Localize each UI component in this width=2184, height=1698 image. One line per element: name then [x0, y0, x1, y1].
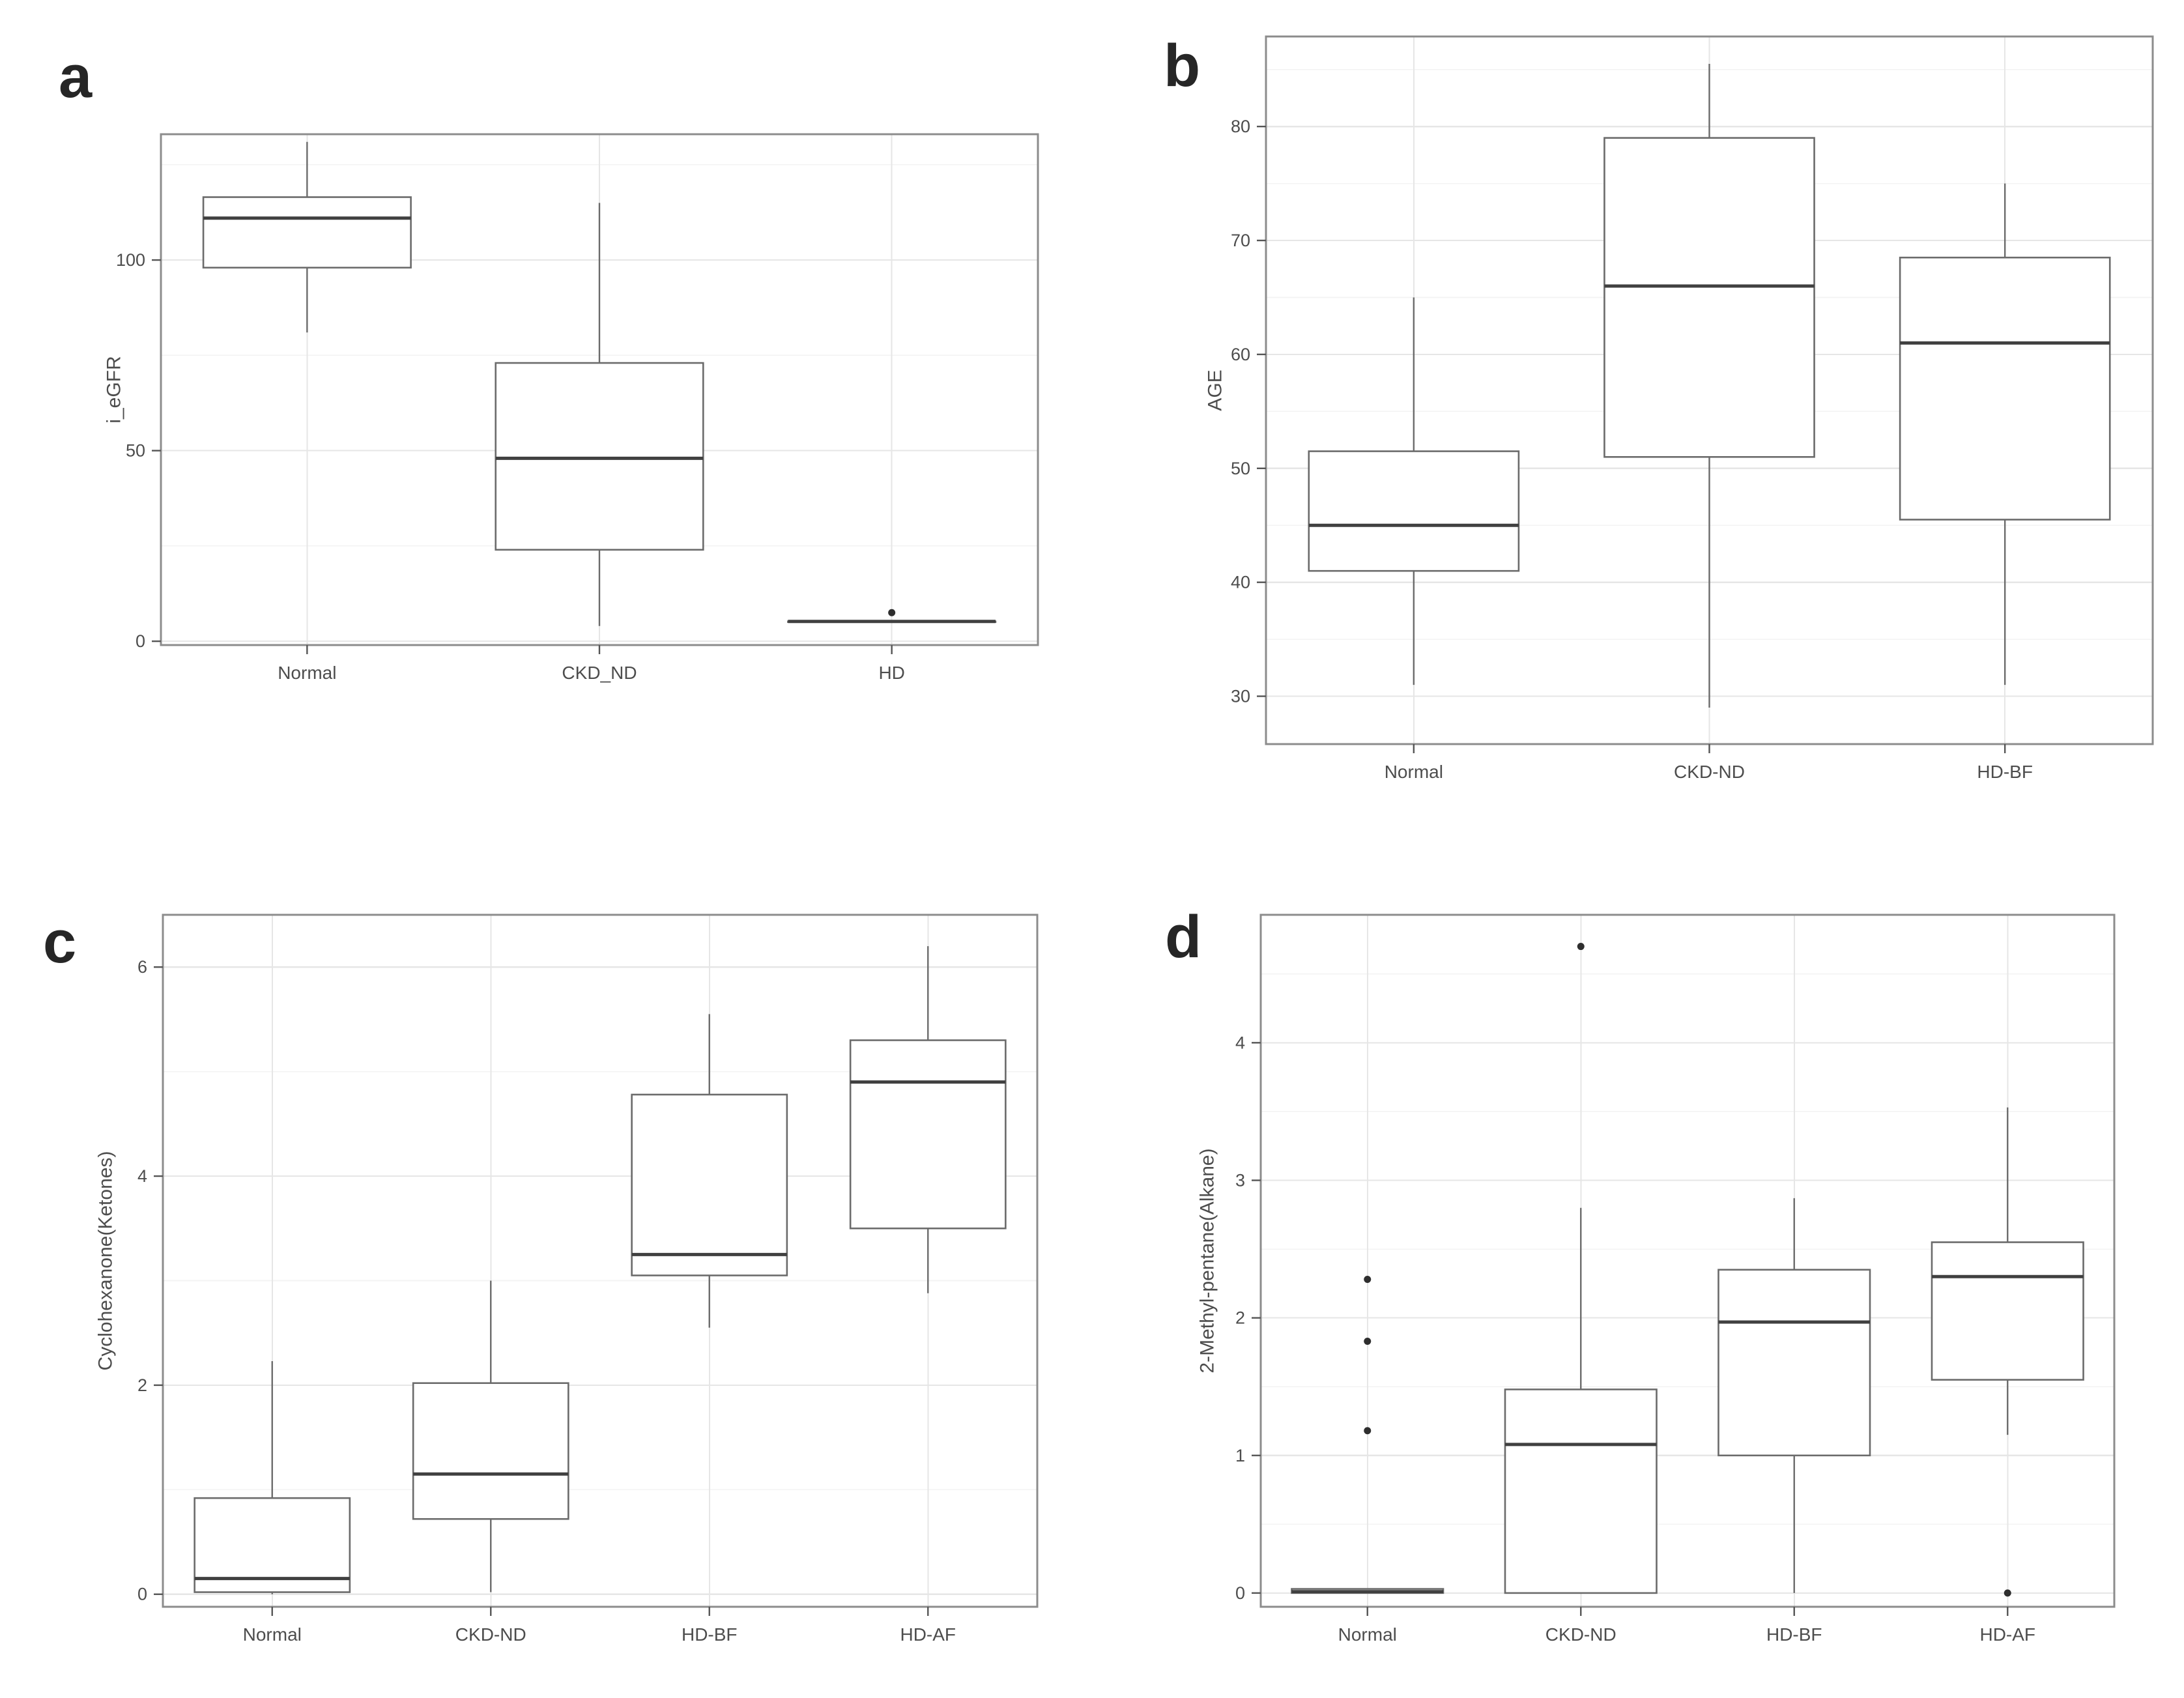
y-tick-label: 4 [137, 1166, 147, 1186]
iqr-box [1717, 1269, 1871, 1457]
outlier-dot [888, 609, 896, 616]
x-category-label: Normal [1385, 762, 1443, 782]
y-axis-title: Cyclohexanone(Ketones) [95, 1151, 117, 1371]
panel-border [162, 914, 1039, 1608]
y-tick-label: 4 [1235, 1033, 1245, 1052]
iqr-box [1931, 1241, 2084, 1381]
panel-border [1259, 914, 2116, 1608]
iqr-box [194, 1497, 351, 1593]
panel-d-boxplot-chart: 0 1 2 3 4 Normal CKD-ND HD-BF HD-AF 2-Methyl-pent… [1197, 914, 2116, 1645]
y-tick-label: 2 [1235, 1308, 1245, 1328]
y-axis-title: AGE [1205, 369, 1226, 410]
panel-letter-d: d [1165, 904, 1202, 970]
x-category-label: Normal [278, 663, 336, 683]
y-tick-label: 3 [1235, 1170, 1245, 1190]
iqr-box [1899, 256, 2111, 521]
iqr-box [495, 362, 704, 551]
panel-c-boxplot-chart: 0 2 4 6 Normal CKD-ND HD-BF HD-AF Cyclohexanone(… [95, 914, 1039, 1645]
x-category-label: CKD-ND [1674, 762, 1745, 782]
panel-letter-b: b [1164, 33, 1201, 99]
iqr-box [412, 1382, 569, 1520]
iqr-box [849, 1039, 1007, 1230]
x-category-label: HD-BF [1977, 762, 2033, 782]
y-tick-label: 1 [1235, 1446, 1245, 1465]
outlier-dot [2004, 1589, 2011, 1597]
outlier-dot [1577, 943, 1585, 951]
y-tick-label: 40 [1231, 573, 1250, 592]
iqr-box [1603, 137, 1815, 458]
x-category-label: CKD-ND [455, 1624, 526, 1645]
x-category-label: HD-AF [900, 1624, 956, 1645]
plot-background [163, 915, 1037, 1607]
y-tick-label: 0 [1235, 1583, 1245, 1603]
iqr-box [1308, 450, 1520, 572]
x-category-label: CKD-ND [1545, 1624, 1616, 1645]
x-category-label: CKD_ND [562, 663, 637, 683]
y-axis-title: i_eGFR [104, 356, 125, 423]
y-tick-label: 70 [1231, 231, 1250, 250]
y-tick-label: 80 [1231, 117, 1250, 136]
x-category-label: Normal [1338, 1624, 1397, 1645]
x-category-label: HD-AF [1979, 1624, 2035, 1645]
outlier-dot [1364, 1338, 1372, 1345]
outlier-dot [1364, 1427, 1372, 1435]
x-category-label: HD-BF [682, 1624, 738, 1645]
y-tick-label: 30 [1231, 687, 1250, 706]
panel-letter-a: a [59, 44, 93, 110]
panel-letter-c: c [43, 909, 77, 975]
x-category-label: HD [878, 663, 904, 683]
y-tick-label: 50 [126, 441, 145, 461]
iqr-box [631, 1093, 788, 1276]
y-axis-title: 2-Methyl-pentane(Alkane) [1197, 1148, 1218, 1373]
panel-b-boxplot-chart: 30 40 50 60 70 80 Normal CKD-ND HD-BF AGE [1205, 35, 2154, 782]
outlier-dot [1364, 1276, 1372, 1284]
x-category-label: Normal [243, 1624, 302, 1645]
iqr-box [202, 196, 412, 269]
iqr-box [1504, 1389, 1658, 1594]
y-tick-label: 60 [1231, 345, 1250, 364]
y-tick-label: 0 [137, 1585, 147, 1604]
panel-a-boxplot-chart: 0 50 100 Normal CKD_ND HD i_eGFR [104, 133, 1039, 683]
x-category-label: HD-BF [1766, 1624, 1822, 1645]
y-tick-label: 0 [136, 631, 145, 651]
y-tick-label: 6 [137, 957, 147, 977]
y-tick-label: 2 [137, 1375, 147, 1395]
y-tick-label: 100 [116, 250, 145, 270]
y-tick-label: 50 [1231, 459, 1250, 478]
